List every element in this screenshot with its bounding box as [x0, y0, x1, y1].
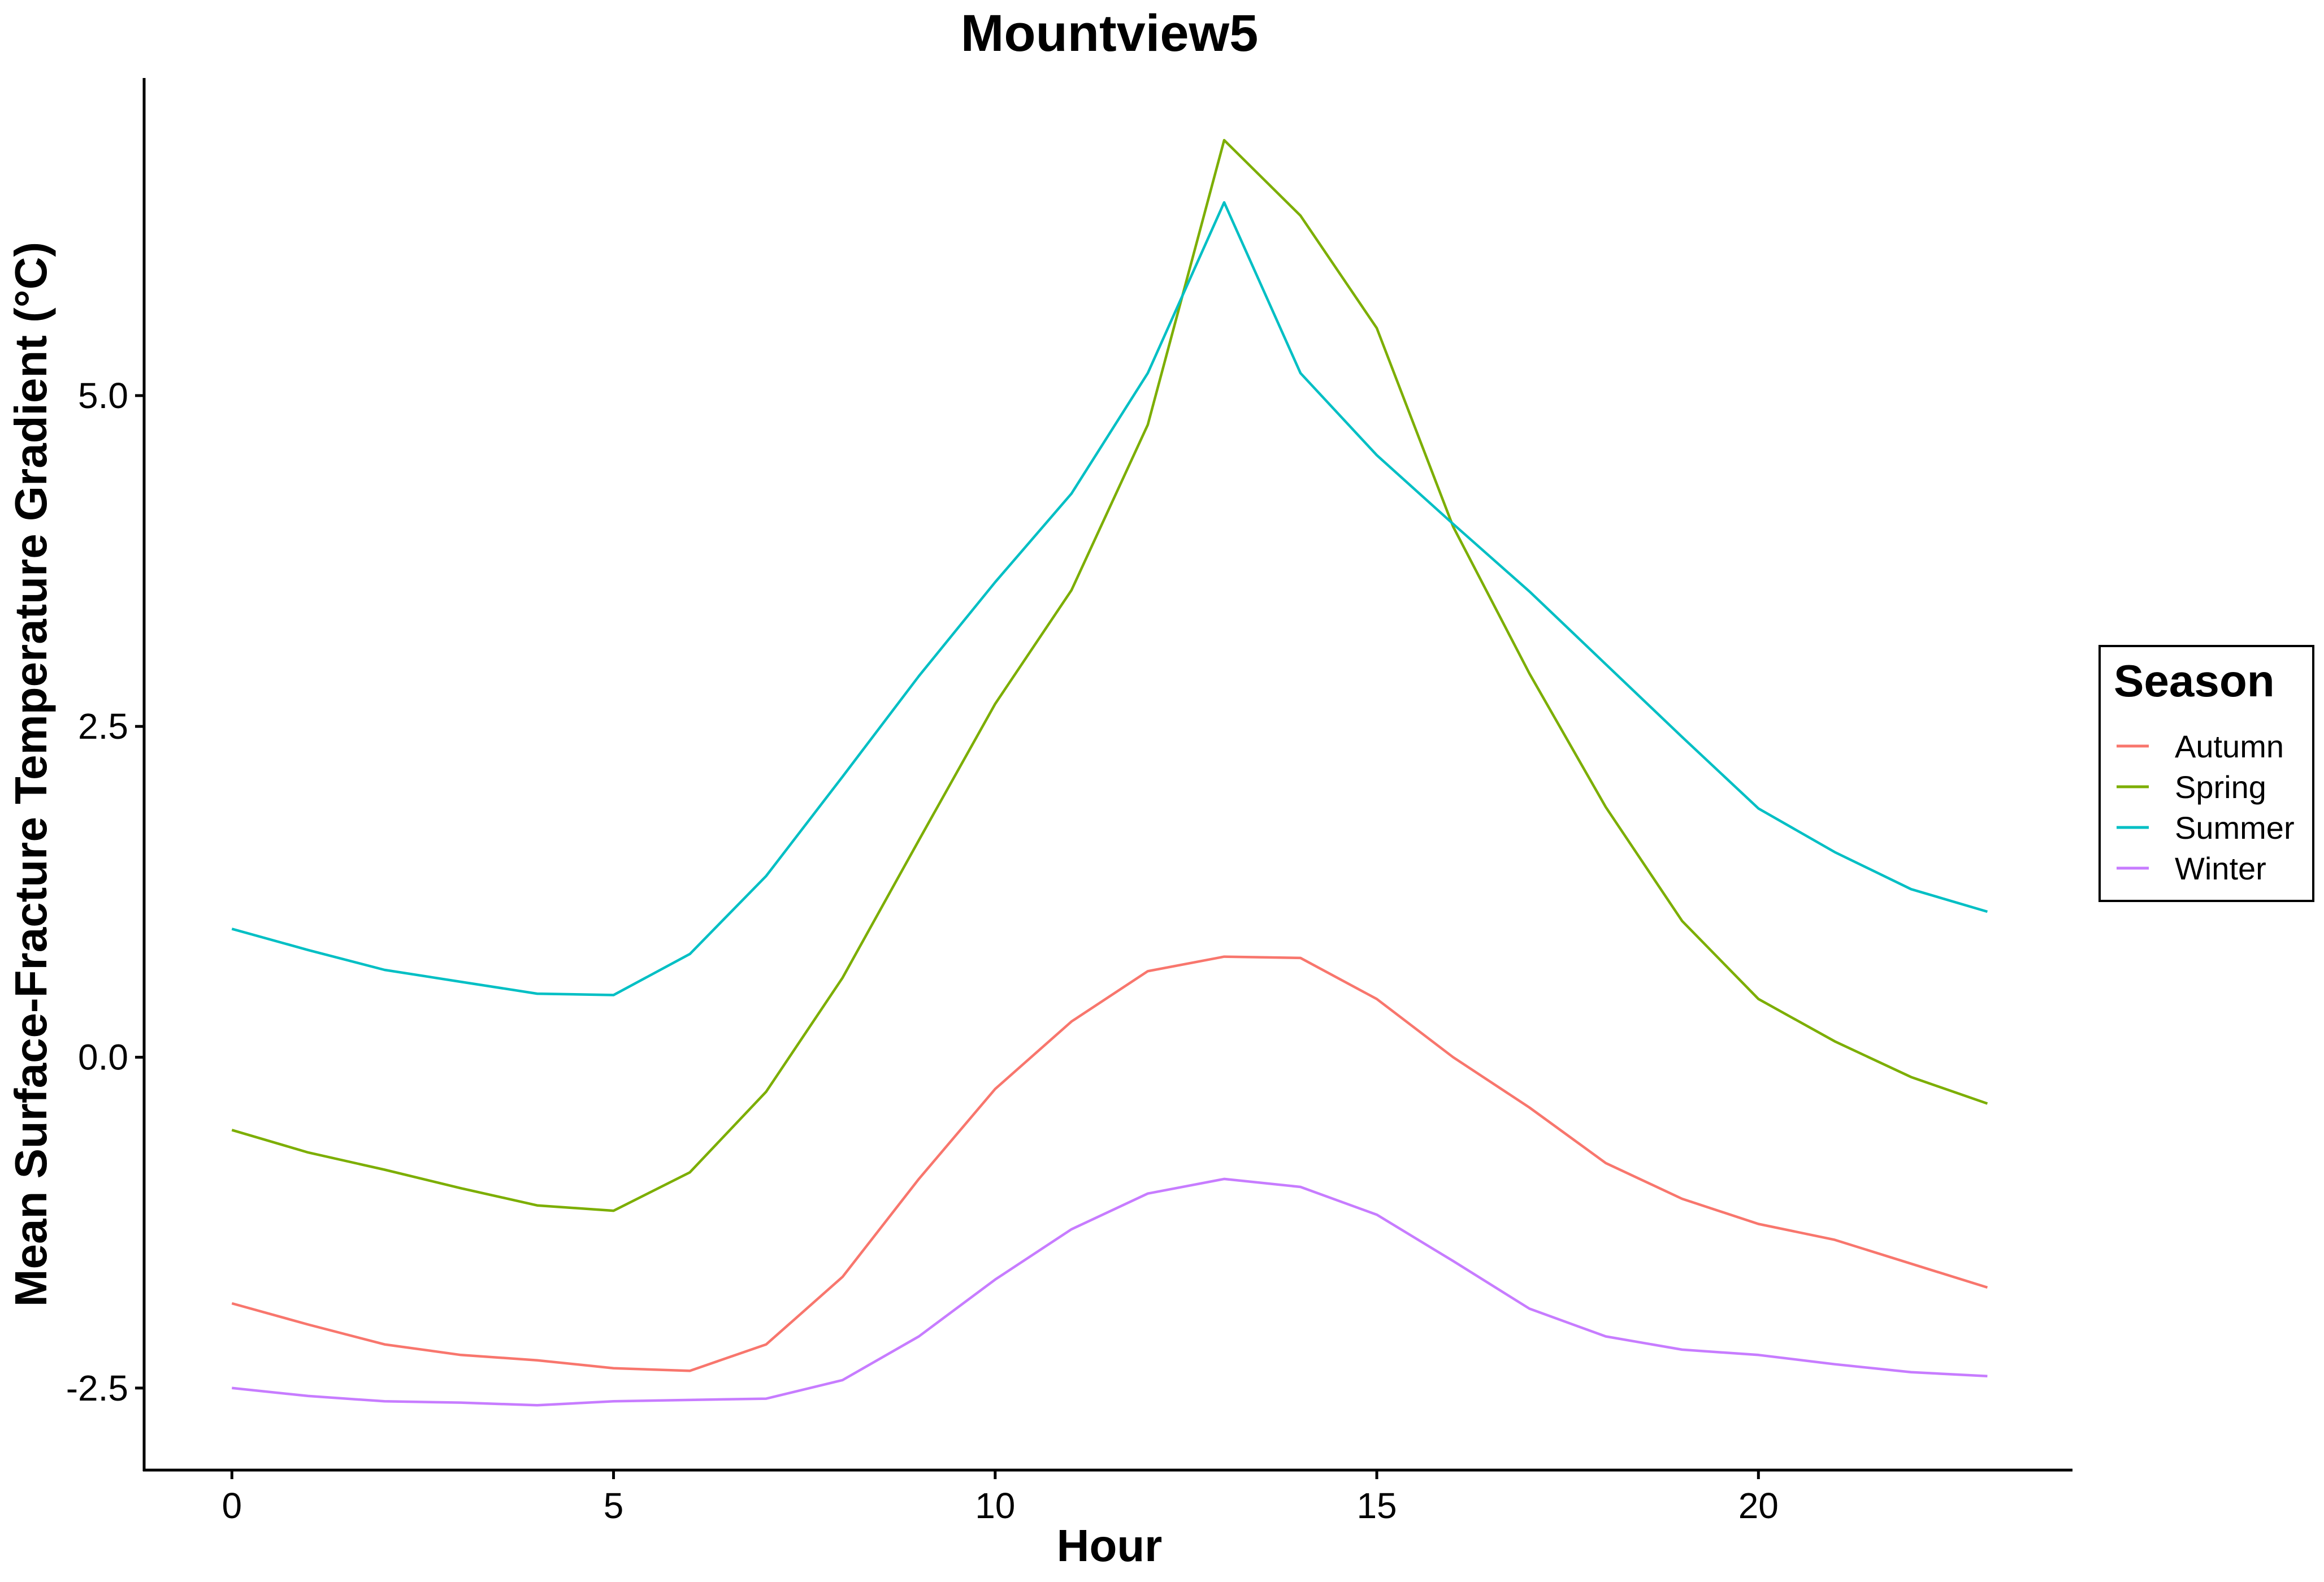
y-tick-label: -2.5: [66, 1368, 128, 1408]
y-tick-label: 0.0: [78, 1037, 128, 1078]
x-tick-label: 5: [604, 1485, 624, 1526]
y-axis-label: Mean Surface-Fracture Temperature Gradie…: [6, 242, 56, 1307]
y-axis-ticks: -2.5 0.0 2.5 5.0: [66, 375, 144, 1408]
y-tick-label: 5.0: [78, 375, 128, 416]
x-tick-label: 15: [1356, 1485, 1397, 1526]
x-tick-label: 10: [975, 1485, 1015, 1526]
x-axis-label: Hour: [1057, 1520, 1163, 1571]
series-line-autumn: [231, 955, 1988, 1372]
legend-items: Autumn Spring Summer Winter: [2117, 729, 2295, 886]
legend-label-spring: Spring: [2175, 769, 2266, 805]
series-line-winter: [232, 1177, 1988, 1407]
chart-title: Mountview5: [961, 5, 1258, 62]
x-axis-ticks: 0 5 10 15 20: [222, 1470, 1779, 1526]
x-tick-label: 20: [1738, 1485, 1779, 1526]
legend-label-autumn: Autumn: [2175, 729, 2284, 764]
series-line-summer: [231, 201, 1988, 996]
plot-area: [231, 138, 1988, 1407]
legend-label-summer: Summer: [2175, 810, 2295, 846]
legend-label-winter: Winter: [2175, 851, 2266, 886]
legend: Season Autumn Spring Summer Winter: [2098, 645, 2314, 902]
legend-box: [2098, 645, 2314, 902]
x-tick-label: 0: [222, 1485, 242, 1526]
series-line-spring: [231, 138, 1988, 1212]
legend-title: Season: [2114, 656, 2275, 706]
y-tick-label: 2.5: [78, 706, 128, 747]
